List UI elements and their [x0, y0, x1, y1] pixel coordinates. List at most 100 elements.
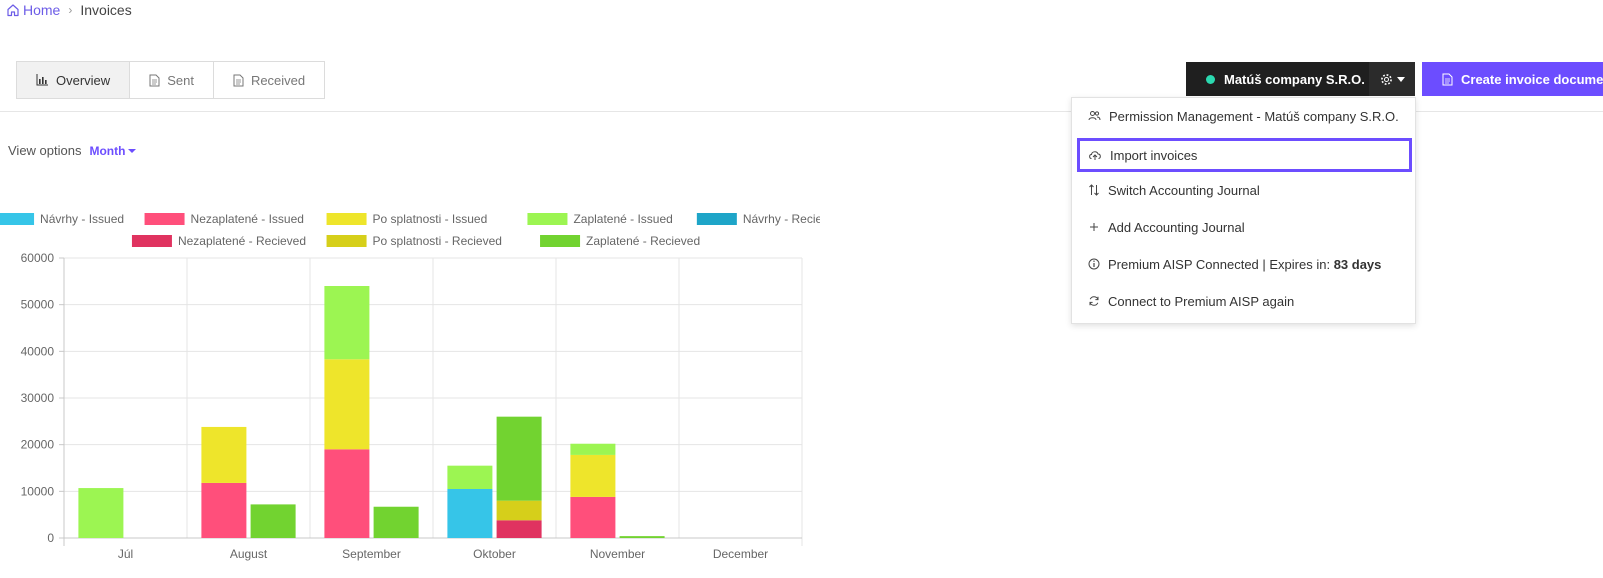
- menu-item-permission-management[interactable]: Permission Management - Matúš company S.…: [1072, 99, 1415, 133]
- invoice-overview-chart: Návrhy - Issued Nezaplatené - Issued Po sp…: [0, 212, 820, 561]
- bar-segment: [570, 496, 616, 538]
- view-options-label: View options: [8, 143, 82, 158]
- view-options-value: Month: [89, 143, 126, 158]
- home-icon: [7, 4, 19, 17]
- bar-segment: [324, 449, 370, 538]
- company-settings-button[interactable]: [1369, 62, 1415, 96]
- tab-overview[interactable]: Overview: [17, 62, 131, 98]
- bar-segment: [447, 489, 493, 538]
- legend-label: Po splatnosti - Recieved: [373, 234, 502, 248]
- legend-swatch: [696, 213, 737, 225]
- bar-segment: [496, 500, 542, 521]
- menu-item-import-invoices[interactable]: Import invoices: [1077, 138, 1412, 172]
- bar-segment: [78, 488, 124, 538]
- menu-item-label: Add Accounting Journal: [1108, 219, 1245, 235]
- menu-item-label: Premium AISP Connected | Expires in: 83 …: [1108, 257, 1381, 272]
- bar-segment: [570, 454, 616, 497]
- bar-segment: [373, 506, 419, 538]
- menu-item-label: Permission Management - Matúš company S.…: [1109, 108, 1399, 124]
- legend-label: Návrhy - Recieved: [743, 212, 820, 226]
- create-invoice-label: Create invoice document: [1461, 71, 1603, 87]
- legend-label: Nezaplatené - Recieved: [178, 234, 306, 248]
- bar-segment: [570, 443, 616, 455]
- y-tick-label: 30000: [21, 391, 55, 405]
- breadcrumb-current: Invoices: [80, 2, 132, 18]
- legend-swatch: [131, 235, 172, 247]
- menu-item-switch-accounting-journal[interactable]: Switch Accounting Journal: [1072, 173, 1415, 207]
- tab-overview-label: Overview: [56, 72, 111, 88]
- breadcrumb-home-label: Home: [23, 2, 61, 18]
- menu-item-label: Connect to Premium AISP again: [1108, 293, 1295, 309]
- company-switch-button[interactable]: Matúš company S.R.O.: [1186, 62, 1369, 96]
- chart-legend: Návrhy - Issued Nezaplatené - Issued Po sp…: [0, 212, 820, 248]
- document-icon: [233, 74, 244, 86]
- swap-icon: [1089, 184, 1099, 196]
- bar-segment: [619, 536, 665, 538]
- bar-segment: [496, 520, 542, 538]
- aisp-status-text: Premium AISP Connected | Expires in:: [1108, 256, 1334, 272]
- menu-item-label: Import invoices: [1110, 147, 1198, 163]
- settings-dropdown-menu: Permission Management - Matúš company S.…: [1071, 97, 1416, 324]
- x-tick-label: Oktober: [473, 547, 516, 561]
- legend-swatch: [326, 235, 367, 247]
- divider: [0, 111, 1603, 112]
- chart-bars: [78, 286, 665, 538]
- bar-segment: [447, 465, 493, 489]
- refresh-icon: [1089, 296, 1099, 306]
- legend-swatch: [540, 235, 581, 247]
- y-tick-label: 0: [47, 531, 54, 545]
- legend-label: Zaplatené - Recieved: [586, 234, 700, 248]
- chevron-down-icon: [1396, 76, 1405, 82]
- chart-x-axis: Júl August September Oktober November Decembe…: [118, 547, 768, 561]
- tab-sent[interactable]: Sent: [130, 62, 214, 98]
- bar-segment: [201, 482, 247, 538]
- bar-segment: [496, 416, 542, 501]
- bar-segment: [324, 286, 370, 360]
- legend-swatch: [527, 213, 568, 225]
- x-tick-label: Júl: [118, 547, 133, 561]
- breadcrumb: Home › Invoices: [6, 0, 132, 20]
- x-tick-label: December: [713, 547, 768, 561]
- aisp-expiry-days: 83 days: [1333, 256, 1382, 272]
- y-tick-label: 50000: [21, 298, 55, 312]
- gear-icon: [1380, 73, 1392, 85]
- view-tabs: Overview Sent Received: [16, 61, 326, 99]
- cloud-upload-icon: [1089, 151, 1101, 160]
- x-tick-label: September: [342, 547, 401, 561]
- chevron-right-icon: ›: [68, 3, 73, 17]
- chart-y-axis: 0 10000 20000 30000 40000 50000 60000: [21, 251, 64, 545]
- bar-segment: [324, 359, 370, 450]
- bar-chart-icon: [36, 74, 48, 86]
- legend-swatch: [0, 213, 35, 225]
- bar-segment: [201, 426, 247, 483]
- view-options-select[interactable]: Month: [89, 143, 137, 158]
- tab-received-label: Received: [250, 72, 306, 88]
- tab-received[interactable]: Received: [214, 62, 324, 98]
- x-tick-label: August: [230, 547, 268, 561]
- menu-item-add-accounting-journal[interactable]: Add Accounting Journal: [1072, 210, 1415, 244]
- create-invoice-button[interactable]: Create invoice document: [1422, 62, 1603, 96]
- y-tick-label: 40000: [21, 344, 55, 358]
- menu-item-premium-aisp-status[interactable]: Premium AISP Connected | Expires in: 83 …: [1072, 247, 1415, 281]
- legend-label: Návrhy - Issued: [40, 212, 124, 226]
- plus-icon: [1090, 223, 1098, 231]
- view-options: View options Month: [8, 143, 137, 158]
- legend-label: Zaplatené - Issued: [573, 212, 672, 226]
- menu-item-connect-premium-aisp[interactable]: Connect to Premium AISP again: [1072, 284, 1415, 318]
- company-name: Matúš company S.R.O.: [1224, 71, 1365, 87]
- legend-label: Po splatnosti - Issued: [373, 212, 488, 226]
- status-dot: [1206, 74, 1215, 84]
- legend-swatch: [144, 213, 185, 225]
- breadcrumb-home[interactable]: Home: [6, 2, 60, 18]
- y-tick-label: 60000: [21, 251, 55, 265]
- y-tick-label: 10000: [21, 484, 55, 498]
- legend-label: Nezaplatené - Issued: [191, 212, 304, 226]
- chevron-down-icon: [128, 148, 137, 153]
- document-icon: [1442, 73, 1453, 85]
- tab-sent-label: Sent: [167, 72, 194, 88]
- chart-grid: [63, 257, 803, 546]
- users-icon: [1088, 111, 1101, 121]
- document-icon: [149, 74, 160, 86]
- info-icon: [1088, 258, 1100, 270]
- menu-item-label: Switch Accounting Journal: [1108, 182, 1260, 198]
